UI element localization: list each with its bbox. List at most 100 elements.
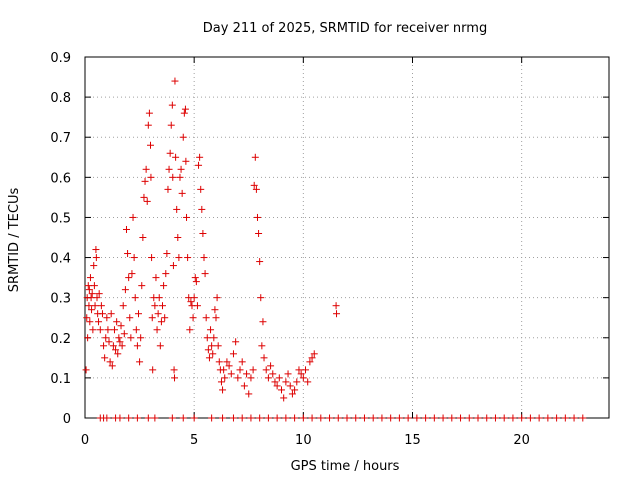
data-point xyxy=(257,294,265,302)
data-point xyxy=(250,181,258,189)
data-point xyxy=(208,342,216,350)
data-point xyxy=(413,414,421,422)
y-tick-label: 0.1 xyxy=(50,372,71,387)
data-point xyxy=(131,294,139,302)
data-point xyxy=(190,294,198,302)
data-point xyxy=(153,326,161,334)
data-point xyxy=(175,254,183,262)
data-point xyxy=(125,414,133,422)
data-point xyxy=(326,414,334,422)
data-point xyxy=(133,342,141,350)
data-point xyxy=(120,330,128,338)
data-point xyxy=(169,262,177,270)
data-point xyxy=(107,310,115,318)
y-tick-label: 0 xyxy=(63,412,71,427)
data-point xyxy=(210,334,218,342)
data-point xyxy=(255,229,263,237)
data-point xyxy=(144,414,152,422)
data-point xyxy=(422,414,430,422)
data-point xyxy=(212,314,220,322)
data-point xyxy=(151,302,159,310)
data-point xyxy=(229,414,237,422)
data-point xyxy=(116,338,124,346)
data-point xyxy=(183,213,191,221)
data-point xyxy=(205,354,213,362)
data-point xyxy=(118,342,126,350)
data-point xyxy=(221,374,229,382)
data-point xyxy=(334,414,342,422)
data-point xyxy=(83,314,91,322)
data-point xyxy=(179,133,187,141)
data-point xyxy=(85,286,93,294)
data-point xyxy=(302,366,310,374)
data-point xyxy=(98,310,106,318)
data-point xyxy=(430,414,438,422)
data-point xyxy=(159,302,167,310)
data-point xyxy=(271,378,279,386)
data-point xyxy=(116,414,124,422)
data-point xyxy=(223,358,231,366)
data-point xyxy=(157,318,165,326)
data-point xyxy=(509,414,517,422)
axis-ticks: 0 0.1 0.2 0.3 0.4 0.5 0.6 0.7 0.8 0.9 0 5 10 15 20 xyxy=(50,51,609,448)
data-point xyxy=(202,314,210,322)
data-point xyxy=(187,298,195,306)
data-point xyxy=(220,366,228,374)
data-point xyxy=(182,157,190,165)
data-point xyxy=(304,378,312,386)
data-point xyxy=(119,302,127,310)
data-point xyxy=(262,366,270,374)
data-point xyxy=(174,234,182,241)
data-point xyxy=(132,326,140,334)
data-point xyxy=(465,414,473,422)
data-point xyxy=(333,310,341,318)
data-point xyxy=(84,334,92,342)
data-point xyxy=(284,370,292,378)
data-point xyxy=(176,173,184,181)
data-point xyxy=(256,258,264,266)
y-tick-label: 0.4 xyxy=(50,252,71,267)
data-point xyxy=(491,414,499,422)
x-tick-label: 20 xyxy=(513,433,530,448)
data-point xyxy=(245,390,253,398)
data-point xyxy=(448,414,456,422)
data-point xyxy=(101,354,109,362)
data-point xyxy=(160,282,168,290)
data-point xyxy=(178,189,186,197)
data-point xyxy=(457,414,465,422)
data-point xyxy=(161,314,169,322)
data-point xyxy=(128,270,136,278)
data-point xyxy=(103,314,111,322)
data-point xyxy=(211,306,219,314)
data-point xyxy=(299,374,307,382)
x-tick-label: 10 xyxy=(295,433,312,448)
data-point xyxy=(103,414,111,422)
data-point xyxy=(130,254,138,262)
data-point xyxy=(535,414,543,422)
data-point xyxy=(259,318,267,326)
data-point xyxy=(240,382,248,390)
data-point xyxy=(213,294,221,302)
data-point xyxy=(308,414,316,422)
data-point xyxy=(201,270,209,278)
data-point xyxy=(217,378,225,386)
data-point xyxy=(251,153,259,161)
data-point xyxy=(295,366,303,374)
x-axis-label: GPS time / hours xyxy=(291,459,400,474)
data-point xyxy=(95,318,103,326)
data-point xyxy=(110,326,118,334)
data-point xyxy=(117,322,125,330)
data-point xyxy=(87,294,95,302)
data-point xyxy=(570,414,578,422)
data-point xyxy=(173,205,181,213)
data-point xyxy=(229,350,237,358)
data-point xyxy=(195,161,203,169)
y-tick-label: 0.6 xyxy=(50,171,71,186)
data-point xyxy=(474,414,482,422)
data-point xyxy=(92,254,100,262)
data-point xyxy=(126,314,134,322)
data-point xyxy=(121,286,129,294)
data-point xyxy=(184,254,192,262)
data-point xyxy=(378,414,386,422)
data-point xyxy=(139,234,147,241)
